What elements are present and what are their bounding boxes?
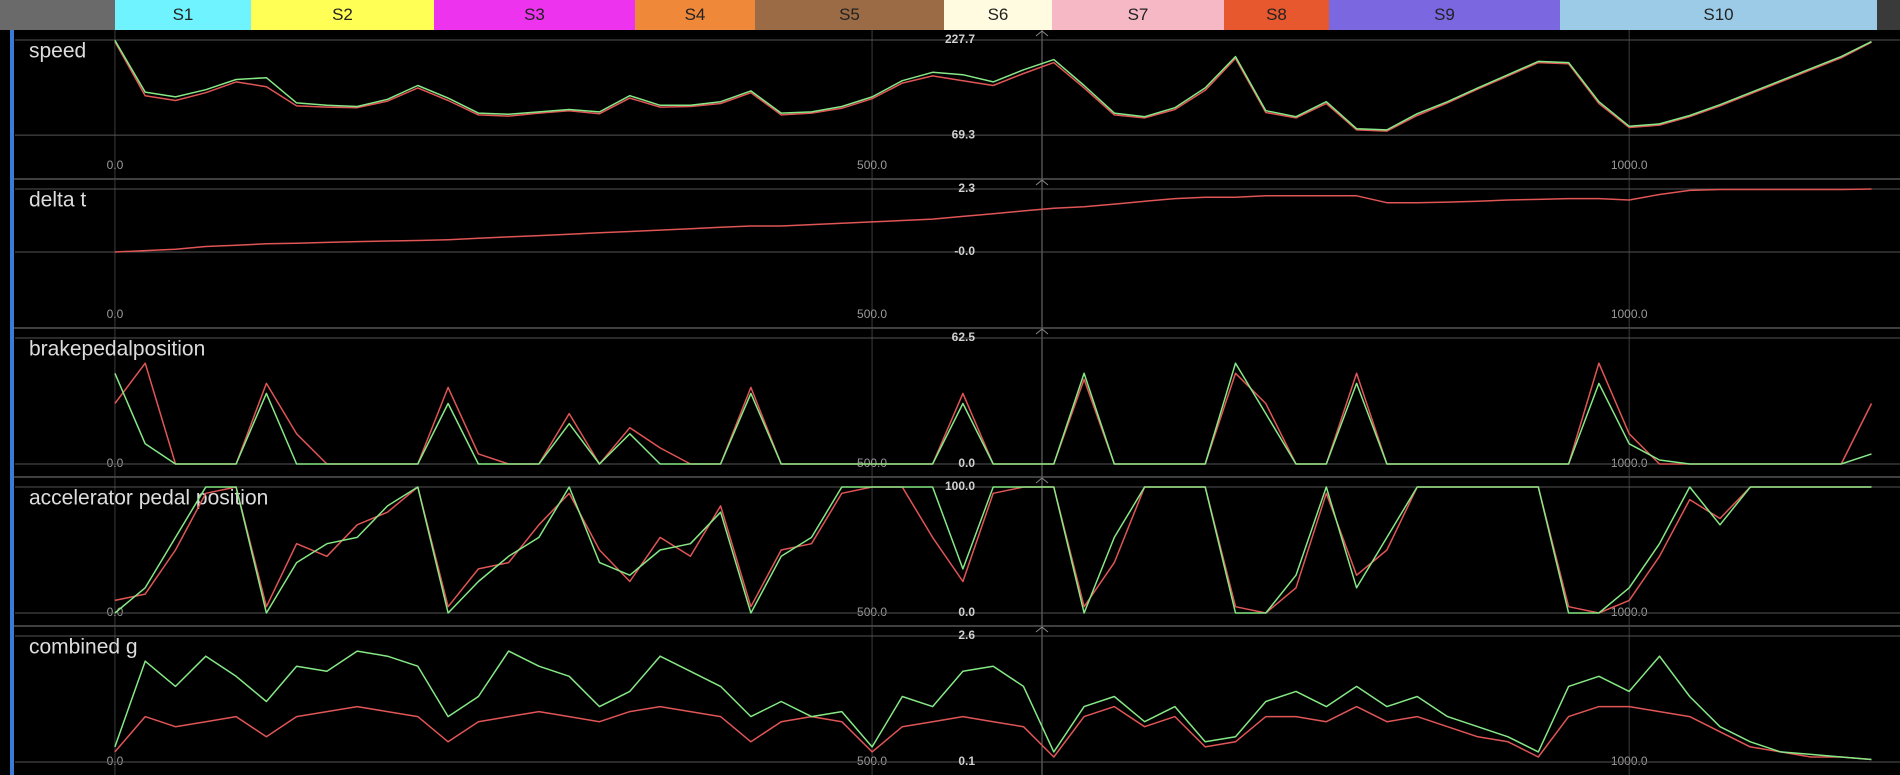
- sector[interactable]: S9: [1329, 0, 1560, 30]
- sector[interactable]: S2: [251, 0, 434, 30]
- chart-title: delta t: [29, 189, 86, 212]
- cursor-caret: [1035, 30, 1049, 37]
- series-line: [114, 362, 1873, 465]
- cursor-caret: [1035, 477, 1049, 484]
- left-edge: [10, 30, 14, 775]
- x-tick-label: 1000.0: [1611, 456, 1648, 470]
- series-line: [114, 705, 1872, 761]
- sector[interactable]: S3: [434, 0, 635, 30]
- charts: 0.0 500.0 1000.0 227.7 69.3 speed 0.0 500.0 1000…: [10, 30, 1900, 775]
- cursor-caret: [1035, 179, 1049, 186]
- sector[interactable]: S6: [944, 0, 1052, 30]
- series-line: [114, 188, 1872, 253]
- series-line: [114, 41, 1872, 132]
- sector[interactable]: S7: [1052, 0, 1224, 30]
- sector[interactable]: S8: [1224, 0, 1329, 30]
- sector-bar: S1 S2 S3 S4 S5 S6 S7 S8 S9 S10: [0, 0, 1900, 30]
- chart-title: speed: [29, 40, 86, 63]
- x-tick-label: 500.0: [857, 307, 887, 321]
- y-tick-label: 2.6: [958, 628, 975, 642]
- x-tick-label: 1000.0: [1611, 158, 1648, 172]
- series-line: [114, 40, 1872, 131]
- x-tick-label: 500.0: [857, 754, 887, 768]
- y-tick-label: 100.0: [945, 479, 975, 493]
- x-tick-label: 1000.0: [1611, 605, 1648, 619]
- sector-lead: [0, 0, 115, 30]
- x-tick-label: 500.0: [857, 158, 887, 172]
- x-tick-label: 0.0: [107, 158, 124, 172]
- chart-title: accelerator pedal position: [29, 487, 268, 510]
- y-tick-label: 0.1: [958, 754, 975, 768]
- cursor-caret: [1035, 626, 1049, 633]
- series-line: [114, 486, 1872, 614]
- sector[interactable]: S10: [1560, 0, 1877, 30]
- series-line: [114, 650, 1872, 761]
- sector[interactable]: S4: [635, 0, 755, 30]
- y-tick-label: 62.5: [952, 330, 976, 344]
- x-tick-label: 0.0: [107, 307, 124, 321]
- y-tick-label: 227.7: [945, 32, 975, 46]
- y-tick-label: 0.0: [958, 605, 975, 619]
- chart-title: brakepedalposition: [29, 338, 205, 361]
- x-tick-label: 1000.0: [1611, 754, 1648, 768]
- series-line: [114, 486, 1872, 614]
- x-tick-label: 500.0: [857, 456, 887, 470]
- sector[interactable]: S5: [755, 0, 944, 30]
- x-tick-label: 500.0: [857, 605, 887, 619]
- y-tick-label: 2.3: [958, 181, 975, 195]
- y-tick-label: 0.0: [958, 456, 975, 470]
- cursor-caret: [1035, 328, 1049, 335]
- sector[interactable]: S1: [115, 0, 251, 30]
- series-line: [114, 362, 1872, 465]
- chart-title: combined g: [29, 636, 138, 659]
- x-tick-label: 0.0: [107, 456, 124, 470]
- x-tick-label: 0.0: [107, 754, 124, 768]
- y-tick-label: 69.3: [952, 127, 976, 141]
- x-tick-label: 1000.0: [1611, 307, 1648, 321]
- y-tick-label: -0.0: [954, 244, 975, 258]
